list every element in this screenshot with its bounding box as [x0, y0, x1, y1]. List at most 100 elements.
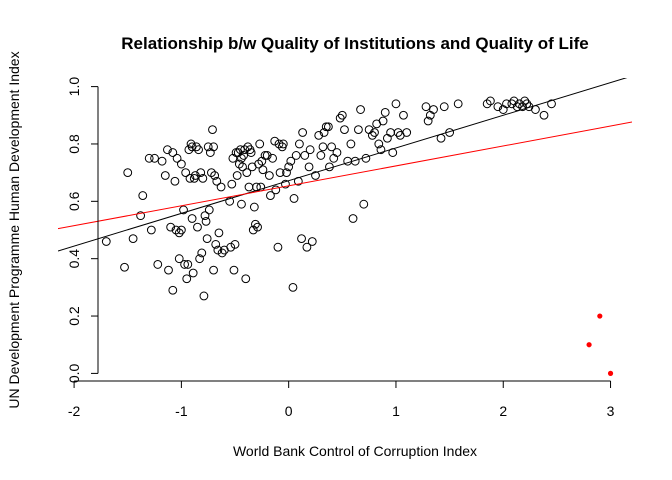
data-point — [273, 242, 283, 252]
data-point — [281, 179, 290, 189]
data-point — [160, 171, 170, 180]
data-point — [302, 242, 312, 252]
data-point — [337, 110, 347, 120]
data-point — [176, 225, 186, 235]
y-axis-label: UN Development Programme Human Developme… — [6, 51, 22, 408]
data-point — [212, 176, 222, 186]
data-point — [174, 228, 184, 238]
y-axis: 0.0 0.2 0.4 0.6 0.8 1.0 — [66, 77, 99, 383]
data-point — [291, 151, 301, 160]
data-point — [157, 156, 167, 166]
data-point — [305, 145, 315, 155]
data-point — [144, 153, 154, 163]
data-point — [282, 168, 291, 178]
plot-area — [58, 78, 632, 376]
data-point — [288, 282, 298, 292]
y-tick-label: 1.0 — [66, 77, 82, 97]
data-point — [295, 139, 304, 149]
data-point — [181, 168, 191, 178]
data-point — [518, 102, 527, 112]
data-point — [270, 136, 280, 146]
data-point — [300, 151, 310, 160]
data-point — [217, 248, 227, 258]
data-point — [386, 128, 395, 137]
data-point — [286, 156, 296, 166]
data-point — [136, 211, 146, 221]
data-point — [239, 151, 249, 160]
data-point — [202, 234, 212, 244]
data-point — [251, 219, 260, 229]
data-point — [264, 171, 274, 180]
data-point — [380, 108, 390, 117]
data-point — [179, 205, 188, 215]
data-point — [253, 222, 262, 232]
data-point — [382, 133, 392, 143]
data-point — [204, 205, 214, 215]
data-point — [182, 274, 192, 284]
data-point — [271, 185, 281, 195]
data-point — [170, 176, 180, 186]
data-point — [246, 148, 256, 157]
outlier-point — [597, 313, 603, 319]
data-point — [249, 202, 259, 212]
data-point — [297, 234, 306, 244]
data-point — [184, 145, 194, 155]
data-point — [354, 125, 363, 135]
x-tick-label: -1 — [175, 403, 188, 419]
data-point — [255, 139, 265, 149]
data-point — [421, 102, 431, 112]
y-tick-label: 0.0 — [66, 363, 82, 383]
data-point — [346, 139, 356, 149]
data-point — [439, 102, 449, 112]
data-point — [207, 168, 216, 178]
data-point — [194, 145, 203, 155]
data-point — [128, 234, 138, 244]
y-tick-label: 0.8 — [66, 134, 82, 154]
data-point — [242, 168, 252, 178]
data-point — [150, 153, 159, 163]
data-point — [185, 173, 195, 183]
outlier-point — [607, 370, 614, 376]
data-point — [327, 142, 336, 152]
data-point — [367, 130, 377, 140]
data-point — [321, 122, 331, 132]
data-point — [314, 130, 324, 140]
data-point — [123, 168, 133, 178]
data-point — [268, 153, 277, 163]
data-point — [260, 151, 270, 160]
data-point — [370, 128, 379, 137]
data-point — [318, 142, 328, 152]
data-point — [232, 171, 242, 180]
data-point — [176, 159, 186, 169]
data-point — [214, 228, 224, 238]
data-point — [203, 142, 213, 152]
x-axis: -2 -1 0 1 2 3 — [68, 380, 615, 419]
data-point — [209, 142, 218, 152]
data-point — [316, 151, 326, 160]
y-tick-label: 0.4 — [66, 249, 82, 269]
data-point — [429, 105, 438, 114]
series-0 — [101, 96, 556, 301]
data-point — [376, 145, 386, 155]
data-point — [275, 168, 285, 178]
outlier-point — [586, 342, 592, 348]
data-point — [289, 194, 299, 203]
data-point — [482, 99, 492, 109]
x-axis-label: World Bank Control of Corruption Index — [233, 443, 477, 459]
data-point — [180, 260, 190, 269]
data-point — [340, 125, 349, 135]
data-point — [262, 151, 272, 160]
data-point — [197, 248, 207, 258]
data-point — [213, 245, 223, 255]
data-point — [201, 216, 211, 226]
chart-title: Relationship b/w Quality of Institutions… — [121, 34, 589, 53]
data-point — [284, 162, 294, 172]
data-point — [378, 116, 388, 126]
data-point — [329, 153, 339, 163]
data-point — [248, 225, 258, 235]
data-point — [229, 265, 239, 275]
data-point — [348, 214, 358, 223]
data-point — [254, 159, 264, 169]
data-point — [168, 285, 178, 295]
